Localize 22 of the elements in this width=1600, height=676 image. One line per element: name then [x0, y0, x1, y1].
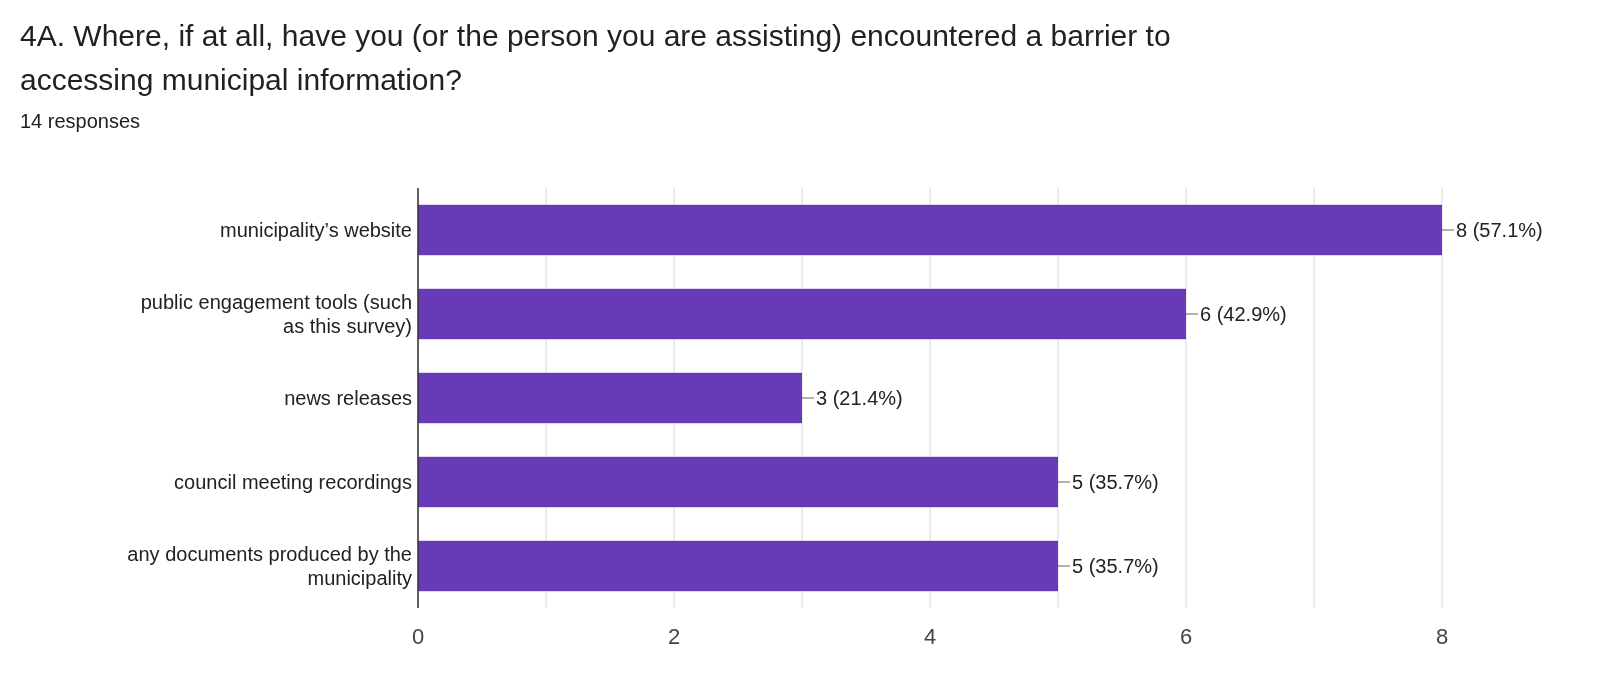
y-tick-label: public engagement tools (such as this survey) [140, 291, 412, 337]
data-label: 8 (57.1%) [1456, 219, 1543, 241]
x-tick-label: 8 [1435, 624, 1449, 649]
bar [418, 204, 1442, 256]
text: 14 responses [20, 110, 141, 132]
data-label: 5 (35.7%) [1072, 555, 1159, 577]
chart-title: 4A. Where, if at all, have you (or the person you are assisting) encountered a barrier to accessing municipal information? [20, 19, 1171, 96]
bar [418, 456, 1058, 508]
y-tick-label: any documents produced by the municipality [127, 543, 412, 589]
y-tick-label: municipality’s website [220, 219, 412, 241]
data-label: 6 (42.9%) [1200, 303, 1287, 325]
bar [418, 372, 802, 424]
bar [418, 288, 1186, 340]
y-tick-label: news releases [284, 387, 412, 409]
x-tick-label: 2 [667, 624, 681, 649]
x-tick-label: 0 [411, 624, 425, 649]
bar [418, 540, 1058, 592]
x-tick-label: 6 [1179, 624, 1193, 649]
x-tick-label: 4 [923, 624, 937, 649]
data-label: 3 (21.4%) [816, 387, 903, 409]
data-label: 5 (35.7%) [1072, 471, 1159, 493]
y-tick-label: council meeting recordings [174, 471, 412, 493]
